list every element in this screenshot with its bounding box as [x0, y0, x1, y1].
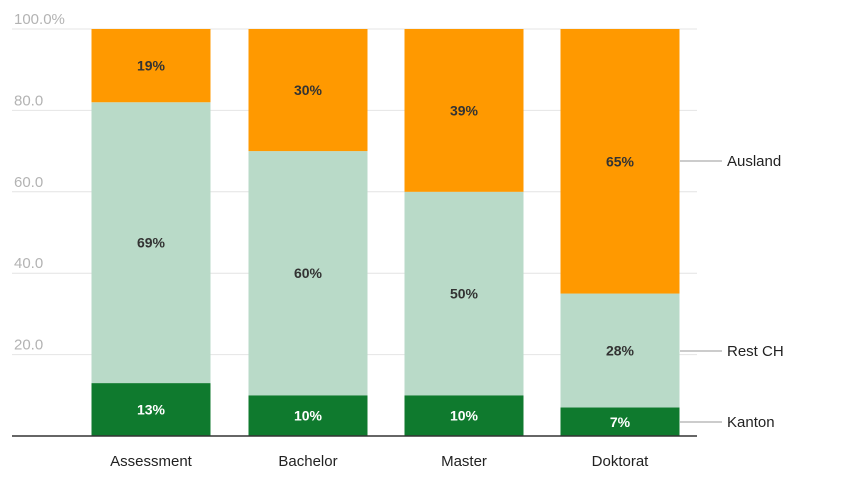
data-label-rest-ch-assessment: 69% [137, 235, 166, 251]
bar-kanton-doktorat [560, 407, 680, 436]
data-label-kanton-master: 10% [450, 408, 479, 424]
data-labels: 13% 69% 19% 10% 60% 30% 10% 50% 39% 7% 28% 65% [137, 58, 635, 430]
y-tick-label: 60.0 [14, 174, 43, 191]
y-tick-label: 20.0 [14, 337, 43, 354]
bar-rest-ch-bachelor [248, 151, 368, 396]
data-label-ausland-master: 39% [450, 102, 479, 118]
data-label-rest-ch-bachelor: 60% [294, 265, 323, 281]
x-tick-label: Assessment [110, 453, 193, 470]
x-axis-ticks: Assessment Bachelor Master Doktorat [110, 453, 649, 470]
bar-ausland-master [404, 29, 524, 192]
bar-rest-ch-doktorat [560, 293, 680, 408]
data-label-kanton-doktorat: 7% [610, 414, 631, 430]
data-label-ausland-assessment: 19% [137, 58, 166, 74]
bar-rest-ch-master [404, 191, 524, 396]
y-tick-label: 80.0 [14, 92, 43, 109]
legend-label-kanton: Kanton [727, 414, 775, 431]
data-label-rest-ch-master: 50% [450, 286, 479, 302]
x-tick-label: Bachelor [278, 453, 337, 470]
data-label-kanton-bachelor: 10% [294, 408, 323, 424]
bars [91, 29, 680, 436]
bar-ausland-doktorat [560, 29, 680, 294]
bar-kanton-bachelor [248, 395, 368, 436]
bar-ausland-assessment [91, 29, 211, 103]
bar-ausland-bachelor [248, 29, 368, 152]
data-label-rest-ch-doktorat: 28% [606, 343, 635, 359]
data-label-ausland-doktorat: 65% [606, 153, 635, 169]
bar-kanton-master [404, 395, 524, 436]
bar-rest-ch-assessment [91, 102, 211, 384]
legend-label-ausland: Ausland [727, 153, 781, 170]
data-label-kanton-assessment: 13% [137, 402, 166, 418]
legend-label-rest-ch: Rest CH [727, 343, 784, 360]
x-tick-label: Master [441, 453, 487, 470]
y-axis-ticks: 100.0% 80.0 60.0 40.0 20.0 [14, 11, 65, 354]
x-tick-label: Doktorat [592, 453, 650, 470]
y-tick-label: 40.0 [14, 255, 43, 272]
y-tick-label: 100.0% [14, 11, 65, 28]
data-label-ausland-bachelor: 30% [294, 82, 323, 98]
legend: Kanton Rest CH Ausland [680, 153, 784, 431]
bar-kanton-assessment [91, 383, 211, 436]
